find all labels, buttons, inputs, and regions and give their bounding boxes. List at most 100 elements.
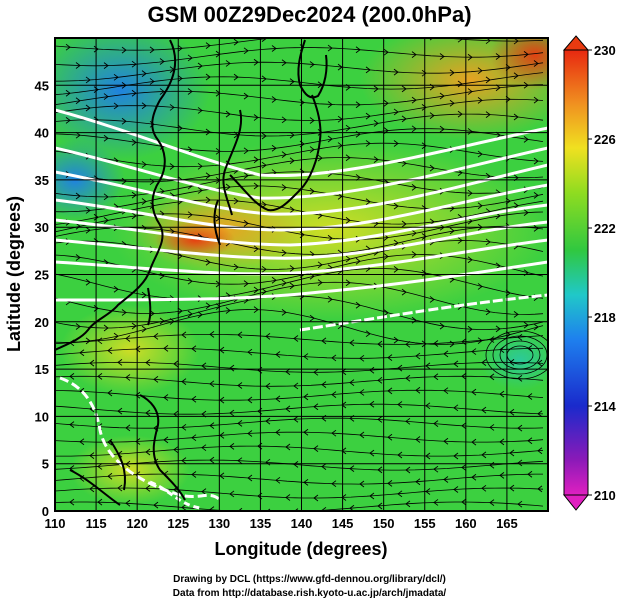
flow-arrow [265, 417, 271, 425]
flow-arrow [415, 478, 421, 486]
flow-arrow [159, 187, 165, 195]
flow-arrow [523, 50, 529, 58]
flow-arrow [201, 362, 207, 370]
flow-arrow [421, 103, 427, 111]
flow-arrow [247, 396, 253, 404]
flow-arrow [141, 291, 147, 299]
flow-arrow [443, 437, 449, 445]
flow-arrow [313, 403, 319, 411]
flow-arrow [318, 30, 322, 36]
flow-arrow [401, 115, 407, 123]
flow-arrow [449, 340, 455, 348]
flow-arrow [527, 345, 533, 352]
flow-arrow [369, 449, 375, 457]
flow-arrow [85, 104, 91, 112]
flow-arrow [215, 214, 221, 222]
flow-arrow [477, 97, 483, 104]
flow-arrow [131, 89, 137, 97]
flow-arrow [75, 131, 81, 139]
flow-arrow [209, 331, 215, 338]
y-tick-label: 15 [35, 362, 49, 377]
flow-arrow [253, 58, 259, 66]
flow-arrow [125, 335, 131, 342]
flow-arrow [499, 438, 505, 446]
flow-arrow [103, 216, 109, 224]
flow-arrow [79, 438, 85, 446]
flow-arrow [243, 172, 249, 179]
flow-arrow [415, 386, 421, 394]
flow-arrow [266, 508, 271, 511]
flow-arrow [93, 305, 99, 312]
flow-arrow [467, 189, 473, 197]
flow-arrow [97, 373, 103, 380]
flow-arrow [411, 125, 417, 133]
flow-arrow [509, 408, 515, 416]
flow-arrow [197, 187, 203, 194]
flow-arrow [393, 108, 399, 116]
y-tick-label: 40 [35, 126, 49, 141]
flow-arrow [461, 498, 467, 506]
flow-arrow [429, 164, 435, 172]
flow-arrow [433, 340, 439, 347]
flow-arrow [107, 347, 113, 354]
flow-arrow [261, 132, 267, 140]
flow-arrow [359, 480, 365, 488]
flow-arrow [173, 446, 179, 454]
flow-arrow [313, 494, 319, 502]
flow-arrow [369, 400, 375, 408]
flow-arrow [387, 479, 393, 487]
flow-arrow [237, 457, 243, 465]
flow-arrow [187, 88, 193, 95]
flow-arrow [187, 54, 193, 62]
flow-arrow [187, 211, 193, 219]
streamline [55, 309, 544, 345]
flow-arrow [135, 345, 141, 353]
flow-arrow [65, 43, 71, 51]
flow-arrow [421, 233, 427, 240]
flow-arrow [513, 38, 519, 45]
flow-arrow [313, 445, 319, 453]
flow-arrow [215, 303, 221, 310]
flow-arrow [271, 276, 277, 284]
flow-arrow [285, 494, 291, 501]
x-tick-label: 155 [414, 516, 436, 531]
flow-arrow [181, 504, 187, 511]
flow-arrow [181, 423, 187, 431]
flow-arrow [517, 333, 523, 341]
flow-arrow [247, 474, 253, 482]
flow-arrow [433, 499, 439, 506]
flow-arrow [387, 354, 393, 362]
flow-arrow [271, 96, 277, 103]
flow-arrow [187, 310, 193, 318]
colorbar-scale [563, 49, 589, 496]
flow-arrow [405, 374, 411, 382]
flow-arrow [513, 311, 519, 318]
flow-arrow [65, 89, 71, 97]
flow-arrow [75, 192, 81, 200]
swirl-streamline [485, 330, 548, 380]
flow-arrow [205, 73, 211, 81]
flow-arrow [237, 420, 243, 427]
flow-arrow [281, 116, 287, 124]
flow-arrow [247, 348, 253, 356]
y-tick-label: 30 [35, 220, 49, 235]
flow-arrow [215, 89, 221, 97]
flow-arrow [485, 111, 491, 118]
x-tick-label: 160 [455, 516, 477, 531]
flow-arrow [149, 310, 155, 317]
flow-arrow [481, 484, 487, 492]
flow-arrow [281, 279, 287, 287]
flow-arrow [209, 456, 215, 464]
streamline [55, 268, 544, 300]
flow-arrow [247, 430, 253, 437]
flow-arrow [481, 451, 487, 459]
flow-arrow [533, 191, 539, 199]
flow-arrow [293, 460, 299, 468]
flow-arrow [197, 62, 203, 70]
flow-arrow [285, 405, 291, 413]
flow-arrow [117, 358, 123, 366]
flow-arrow [209, 380, 215, 388]
flow-arrow [225, 110, 231, 118]
flow-arrow [69, 421, 75, 429]
flow-arrow [131, 138, 137, 146]
